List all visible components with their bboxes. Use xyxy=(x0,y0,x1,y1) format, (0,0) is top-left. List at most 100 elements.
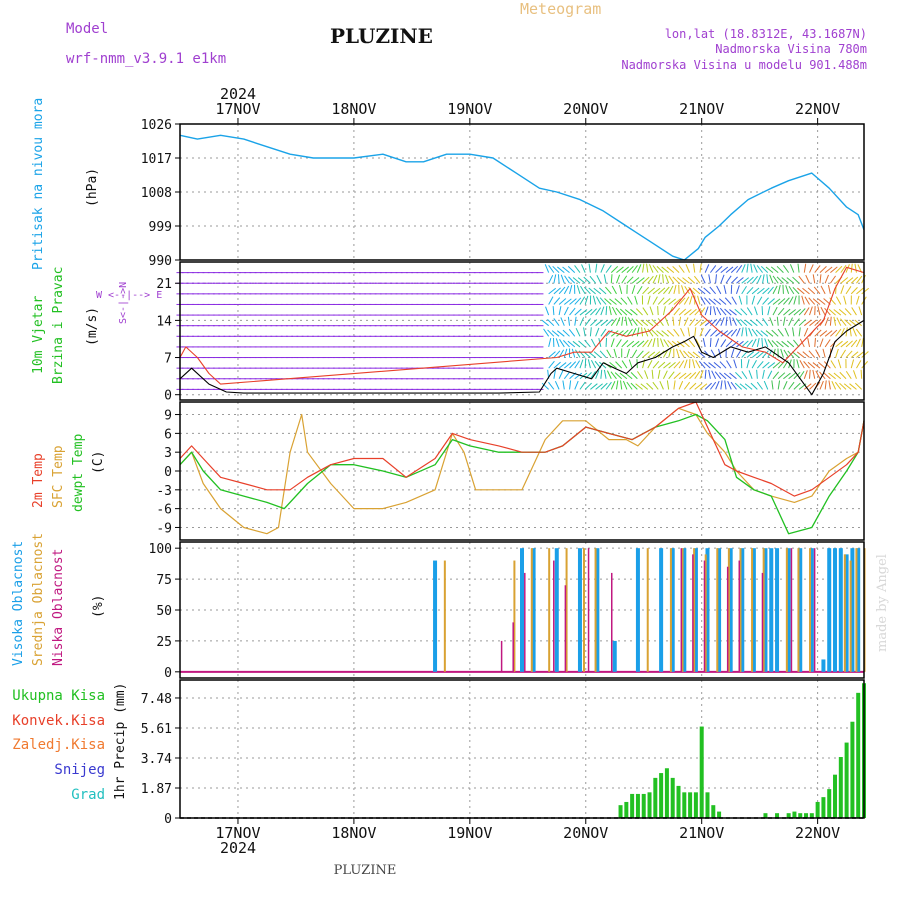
wind-barb xyxy=(747,264,748,273)
wind-barb xyxy=(785,328,789,336)
wind-barb xyxy=(777,317,778,326)
precip-legend-grad: Grad xyxy=(71,787,105,803)
wind-barb xyxy=(705,370,706,379)
wind-barb xyxy=(647,383,653,389)
wind-barb xyxy=(570,285,572,294)
wind-barb xyxy=(658,298,664,305)
cloud-high-bar xyxy=(827,548,831,672)
wind-barb xyxy=(834,317,836,326)
cloud-low-bar xyxy=(565,585,567,672)
wind-barb xyxy=(823,349,825,358)
wind-barb xyxy=(677,349,680,358)
wind-barb xyxy=(701,275,705,283)
cloud-high-bar xyxy=(636,548,640,672)
wind-barb xyxy=(725,298,731,305)
bottom-day-label: 19NOV xyxy=(447,824,492,842)
wind-barb xyxy=(789,318,793,326)
wind-barb xyxy=(561,317,565,325)
wind-barb xyxy=(681,328,685,336)
pressure-ylabel: Pritisak na nivou mora xyxy=(31,98,46,270)
wind-barb xyxy=(804,370,807,378)
wind-barb xyxy=(820,266,827,272)
wind-barb xyxy=(728,381,732,389)
wind-barb xyxy=(752,296,754,305)
wind-barb xyxy=(793,327,794,336)
cloud-mid-bar xyxy=(844,554,846,671)
cloud-low-bar xyxy=(588,548,590,672)
wind-barb xyxy=(816,350,820,358)
wind-barb xyxy=(862,338,864,347)
precip-total-bar xyxy=(688,792,692,818)
wind-barb xyxy=(674,285,676,294)
wind-barb xyxy=(783,381,787,389)
ytick-label: 0 xyxy=(164,666,172,681)
wind-barb xyxy=(648,296,650,305)
precip-total-bar xyxy=(850,722,854,818)
wind-barb xyxy=(747,308,752,316)
precip-total-bar xyxy=(856,693,860,818)
ytick-label: -6 xyxy=(156,503,172,518)
wind-barb xyxy=(853,328,857,336)
wind-barb xyxy=(705,264,709,272)
wind-barb xyxy=(585,340,591,347)
wind-barb xyxy=(813,274,815,283)
pressure-unit: (hPa) xyxy=(85,168,100,207)
wind-barb xyxy=(695,320,702,326)
wind-barb xyxy=(855,383,861,389)
subtitle: Meteogram xyxy=(520,0,601,18)
wind-compass-ns: S<-|->N xyxy=(118,282,129,324)
wind-barb xyxy=(607,350,612,358)
wind-barb xyxy=(605,287,611,294)
wind-barb xyxy=(663,306,665,315)
wind-barb xyxy=(580,317,584,325)
wind-barb xyxy=(851,359,853,368)
ytick-label: 7 xyxy=(164,352,172,367)
cloud-mid-bar xyxy=(716,548,718,672)
wind-barb xyxy=(570,308,576,315)
wind-barb xyxy=(693,359,695,368)
wind-barb xyxy=(773,307,777,315)
wind-barb xyxy=(809,351,815,358)
wind-barb xyxy=(637,327,639,336)
wind-barb xyxy=(600,351,606,358)
cloud-low-bar xyxy=(791,548,793,672)
cloud-mid-bar xyxy=(670,548,672,672)
top-day-label: 18NOV xyxy=(331,100,376,118)
wind-barb xyxy=(669,372,675,379)
cloud-mid-bar xyxy=(809,548,811,672)
top-day-label: 20NOV xyxy=(563,100,608,118)
wind-barb xyxy=(852,307,857,315)
precip-total-bar xyxy=(816,802,820,818)
wind-barb xyxy=(773,372,779,379)
wind-barb xyxy=(545,264,548,272)
ytick-label: 100 xyxy=(149,542,172,557)
wind-barb xyxy=(577,285,580,294)
cloud-mid-bar xyxy=(531,548,533,672)
wind-barb xyxy=(703,338,705,347)
wind-barb xyxy=(754,307,757,316)
wind-barb xyxy=(808,338,810,347)
precip-total-bar xyxy=(705,792,709,818)
wind-barb xyxy=(820,381,823,389)
wind-barb xyxy=(757,361,763,368)
wind-barb xyxy=(721,275,724,283)
bottom-day-label: 22NOV xyxy=(795,824,840,842)
wind-barb xyxy=(674,329,679,336)
wind-barb xyxy=(669,349,671,358)
top-day-label: 21NOV xyxy=(679,100,724,118)
wind-barb xyxy=(665,317,668,325)
wind-barb xyxy=(555,381,559,389)
panel-frame xyxy=(180,680,864,818)
wind-barb xyxy=(549,338,551,347)
wind-barb xyxy=(856,296,859,305)
wind-barb xyxy=(575,265,580,272)
wind-barb xyxy=(635,296,638,305)
ytick-label: 999 xyxy=(149,220,172,235)
ytick-label: 9 xyxy=(164,409,172,424)
wind-barb xyxy=(649,264,653,272)
wind-barb xyxy=(590,276,596,283)
wind-barb xyxy=(747,359,749,368)
wind-barb xyxy=(622,340,628,347)
precip-legend-total: Ukupna Kisa xyxy=(12,688,105,704)
wind-barb xyxy=(611,266,617,272)
